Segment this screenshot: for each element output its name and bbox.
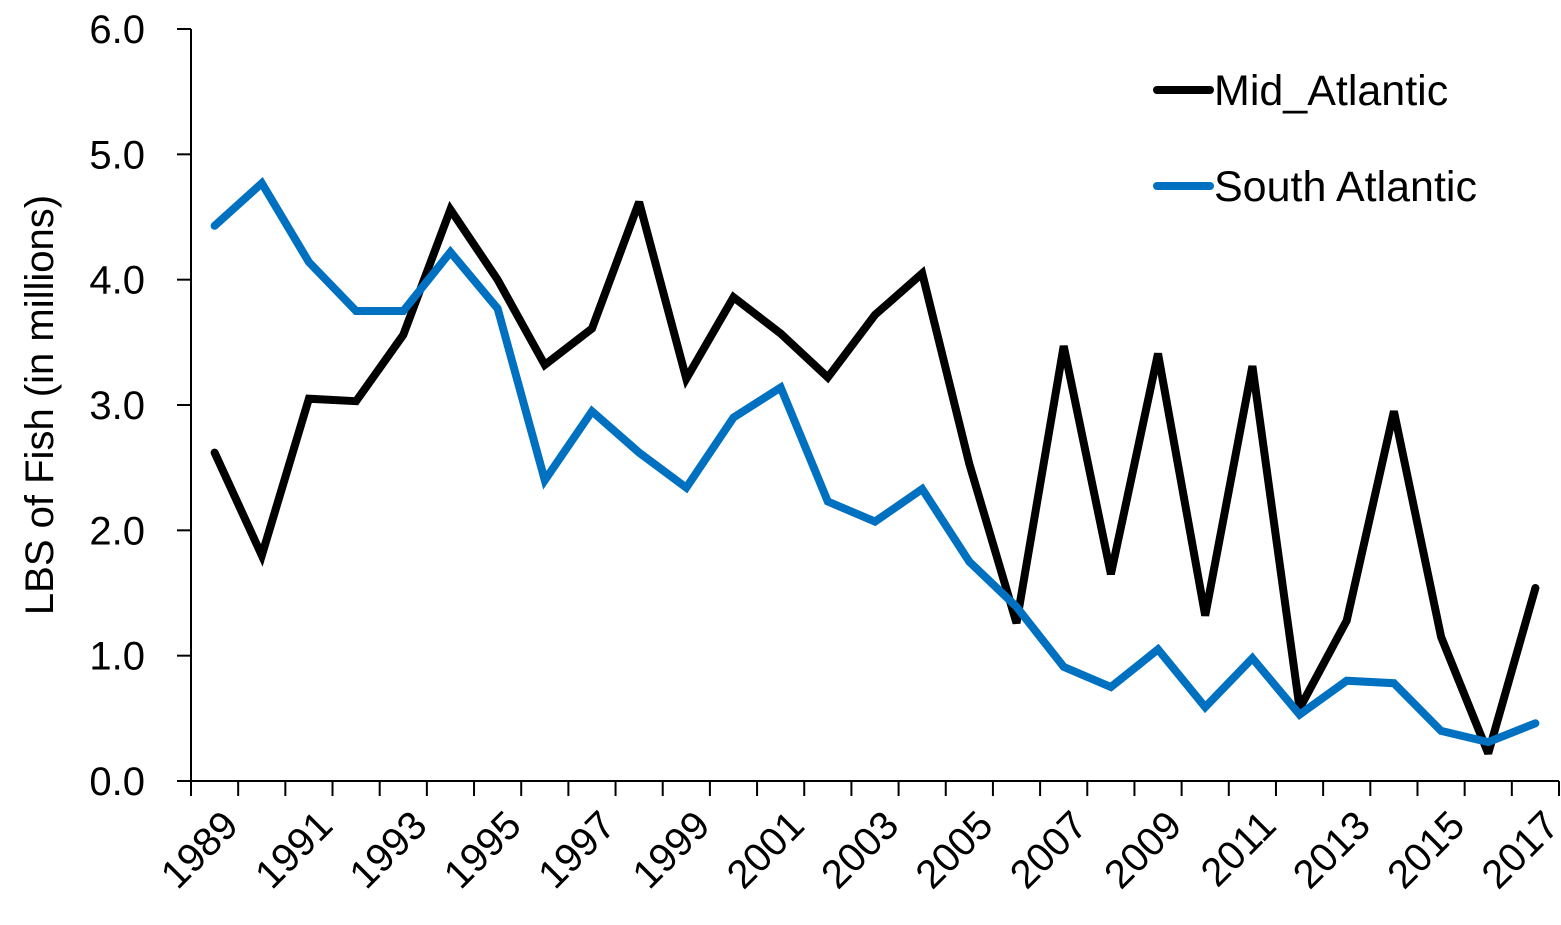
legend: Mid_Atlantic South Atlantic [1157, 67, 1477, 211]
series-layer [215, 183, 1536, 753]
x-tick-label: 1995 [436, 803, 530, 897]
y-tick-label: 6.0 [89, 8, 145, 52]
x-tick-label: 2015 [1379, 803, 1473, 897]
x-tick-label: 1993 [341, 803, 435, 897]
x-tick-label: 2005 [907, 803, 1001, 897]
y-tick-label: 5.0 [89, 133, 145, 177]
y-tick-label: 2.0 [89, 509, 145, 553]
x-tick-label: 2009 [1096, 803, 1190, 897]
x-tick-label: 2011 [1193, 803, 1285, 895]
y-tick-label: 0.0 [89, 760, 145, 804]
legend-label: Mid_Atlantic [1214, 67, 1448, 115]
y-tick-label: 3.0 [89, 384, 145, 428]
x-tick-label: 2017 [1474, 803, 1561, 897]
legend-label: South Atlantic [1214, 163, 1477, 211]
x-tick-label: 2007 [1002, 803, 1096, 897]
x-tick-label: 1999 [624, 803, 718, 897]
x-tick-label: 2013 [1285, 803, 1379, 897]
x-tick-label: 1997 [530, 803, 624, 897]
y-axis-title: LBS of Fish (in millions) [18, 195, 62, 615]
y-tick-label: 1.0 [89, 635, 145, 679]
x-tick-label: 1991 [247, 803, 341, 897]
x-tick-label: 2001 [719, 803, 813, 897]
y-axis: 0.0 1.0 2.0 3.0 4.0 5.0 6.0 [89, 8, 191, 804]
series-line-mid-atlantic [215, 202, 1536, 753]
x-tick-label: 2003 [813, 803, 907, 897]
y-tick-label: 4.0 [89, 259, 145, 303]
series-line-south-atlantic [215, 183, 1536, 742]
x-tick-label: 1989 [153, 803, 247, 897]
x-axis: 1989 1991 1993 1995 1997 1999 2001 2003 2005 2007… [153, 781, 1561, 897]
